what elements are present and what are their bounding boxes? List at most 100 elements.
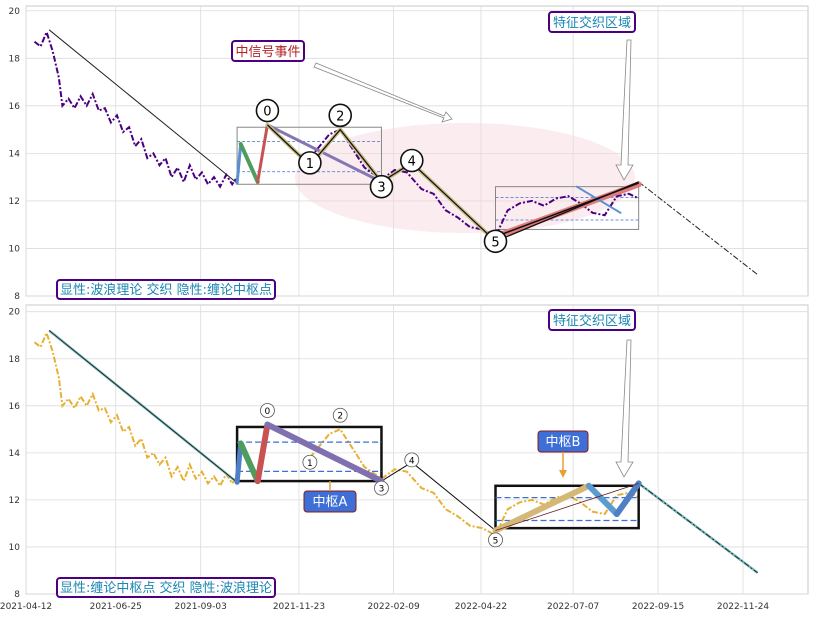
bottom-caption-box <box>56 577 276 598</box>
x-tick: 2021-11-23 <box>273 602 325 612</box>
x-tick: 2022-07-07 <box>547 602 599 612</box>
bottom-wave-label-0: 0 <box>265 407 271 417</box>
top-region-label-box <box>548 11 636 33</box>
top-wave-a <box>235 142 243 185</box>
bottom-wave-c <box>254 421 271 485</box>
bottom-zigzag-projection <box>638 483 758 574</box>
top-zigzag-projection <box>638 181 758 275</box>
bottom-wave-a <box>234 440 244 485</box>
top-wave-marker-3 <box>369 174 394 199</box>
bottom-region-annotation: 特征交织区域 <box>548 309 636 478</box>
bottom-wave-marker-0 <box>260 403 275 418</box>
top-y-tick: 20 <box>9 7 21 17</box>
x-tick: 2022-11-24 <box>717 602 770 612</box>
bottom-y-tick: 12 <box>9 496 20 506</box>
x-tick: 2022-04-22 <box>455 602 507 612</box>
top-wave-marker-4 <box>399 148 424 173</box>
x-tick: 2022-02-09 <box>367 602 420 612</box>
bottom-zigzag-final <box>495 483 639 531</box>
top-wave-marker-2 <box>328 103 353 128</box>
bottom-wave-f <box>585 482 620 517</box>
x-tick: 2021-06-25 <box>90 602 142 612</box>
top-y-tick: 16 <box>9 102 21 112</box>
pivot-b-arrow-head <box>559 470 567 478</box>
top-zigzag-final <box>495 182 639 238</box>
top-highlight-ellipse <box>295 123 635 233</box>
bottom-pivot-box <box>235 425 383 483</box>
event-label-box <box>231 40 305 62</box>
top-y-tick: 8 <box>14 292 20 302</box>
bottom-panel-frame <box>25 304 809 595</box>
bottom-price-series <box>33 330 238 488</box>
bottom-y-tick: 10 <box>9 543 21 553</box>
top-wave-label-5: 5 <box>491 235 499 250</box>
pivot-b-annotation: 中枢B <box>537 430 589 478</box>
bottom-wave-label-2: 2 <box>337 412 343 422</box>
bottom-y-tick: 20 <box>9 308 21 318</box>
bottom-wave-e <box>492 482 592 534</box>
bottom-wave-marker-2 <box>332 407 348 423</box>
bottom-y-tick: 8 <box>14 590 20 600</box>
bottom-wave-marker-4 <box>404 452 420 468</box>
top-panel-layer: 0 1 2 3 4 5 <box>33 29 758 275</box>
pivot-a-annotation: 中枢A <box>303 481 357 513</box>
bottom-caption: 显性:缠论中枢点 交织 隐性:波浪理论 <box>56 577 276 598</box>
top-pivot-box <box>495 186 640 230</box>
bottom-region-label-box <box>548 309 636 331</box>
bottom-wave-marker-3 <box>374 480 389 496</box>
bottom-wave-label-4: 4 <box>409 456 415 466</box>
top-wave-marker-5 <box>483 229 508 254</box>
bottom-wave-label-1: 1 <box>307 459 313 469</box>
top-wave-label-3: 3 <box>377 181 385 196</box>
bottom-region-arrow <box>615 339 634 478</box>
bottom-zigzag-decline <box>48 330 238 483</box>
bottom-y-tick: 14 <box>9 449 21 459</box>
bottom-wave-d <box>264 421 385 485</box>
bottom-wave-b <box>237 440 261 485</box>
bottom-wave-label-3: 3 <box>379 485 385 495</box>
top-y-tick: 18 <box>9 54 21 64</box>
top-y-tick: 10 <box>9 244 21 254</box>
top-wave-label-4: 4 <box>408 155 416 170</box>
bottom-y-tick: 18 <box>9 355 21 365</box>
top-wave-marker-0 <box>255 98 280 123</box>
x-tick: 2021-09-03 <box>175 602 227 612</box>
bottom-wave-marker-5 <box>488 532 503 548</box>
top-price-series-mid <box>309 128 640 238</box>
top-y-tick: 14 <box>9 149 21 159</box>
bottom-y-tick: 16 <box>9 402 21 412</box>
top-wave-label-0: 0 <box>263 105 271 120</box>
bottom-pivot-box <box>494 484 640 530</box>
x-tick: 2022-09-15 <box>632 602 684 612</box>
bottom-caption-text: 显性:缠论中枢点 交织 隐性:波浪理论 <box>60 580 272 596</box>
event-label: 中信号事件 <box>235 45 300 60</box>
pivot-a-label: 中枢A <box>313 495 348 510</box>
event-annotation: 中信号事件 <box>231 40 453 123</box>
grid-layer <box>25 6 808 595</box>
top-caption-box <box>56 279 276 300</box>
top-wave-b <box>238 141 260 184</box>
bottom-wave-g <box>613 480 642 517</box>
x-tick: 2021-04-12 <box>0 602 52 612</box>
top-caption-text: 显性:波浪理论 交织 隐性:缠论中枢点 <box>60 282 272 298</box>
bottom-price-series-mid <box>309 428 640 537</box>
pivot-b-label: 中枢B <box>546 435 581 450</box>
top-y-tick: 12 <box>9 197 20 207</box>
top-wave-c <box>256 123 269 184</box>
top-wave-marker-1 <box>298 151 322 175</box>
top-region-label: 特征交织区域 <box>553 15 631 31</box>
bottom-wave-marker-1 <box>302 454 318 470</box>
top-wave-small <box>575 185 622 214</box>
top-region-annotation: 特征交织区域 <box>548 11 636 181</box>
top-zigzag-decline <box>48 29 238 184</box>
bottom-region-label: 特征交织区域 <box>553 313 631 329</box>
top-price-series <box>33 29 238 189</box>
top-region-arrow <box>615 39 634 181</box>
top-wave-label-1: 1 <box>306 157 314 172</box>
bottom-panel-layer: 0 1 2 3 4 5 <box>33 329 759 574</box>
top-wave-label-2: 2 <box>336 109 344 124</box>
top-pivot-box <box>236 126 382 185</box>
